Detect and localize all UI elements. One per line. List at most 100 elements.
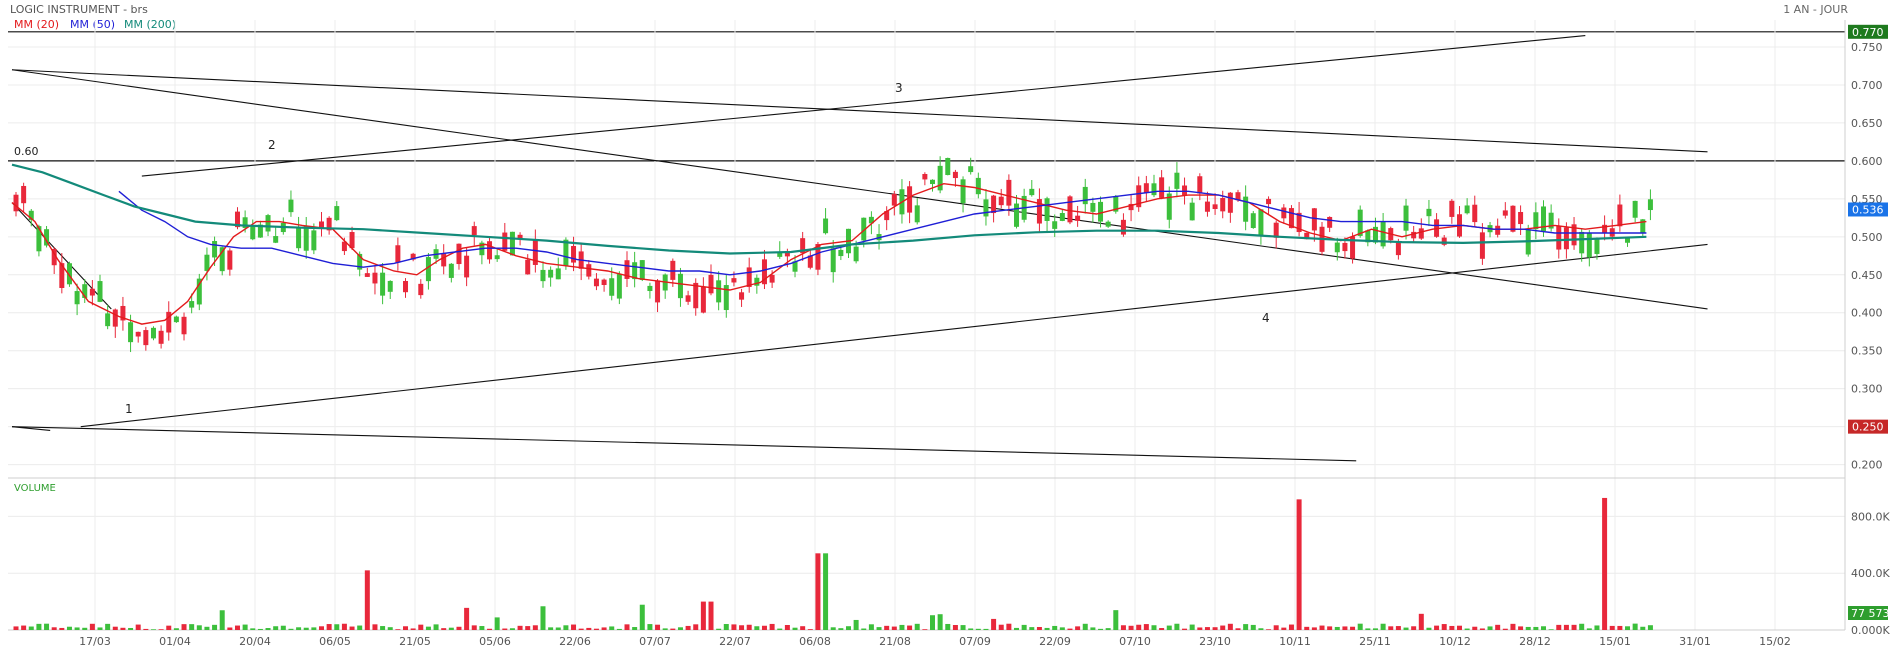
candle-body <box>242 217 248 229</box>
candle-body <box>1281 207 1287 219</box>
volume-bar <box>1288 624 1294 630</box>
candle-body <box>800 238 806 254</box>
badge-high-label: 0.770 <box>1852 26 1884 39</box>
volume-bar <box>845 626 851 630</box>
volume-bar <box>739 625 745 630</box>
candle-body <box>1258 209 1264 236</box>
candle-body <box>517 234 523 239</box>
volume-bar <box>807 629 813 630</box>
volume-bar <box>1586 628 1592 630</box>
candle-body <box>700 286 706 313</box>
candle-body <box>907 186 913 213</box>
candle-body <box>166 311 172 333</box>
volume-bar <box>1625 626 1631 630</box>
trendline-channel-up <box>141 35 1586 177</box>
volume-bar <box>1319 625 1325 630</box>
candle-body <box>739 292 745 300</box>
candle-body <box>1220 198 1226 212</box>
candle-body <box>448 263 454 278</box>
period-label[interactable]: 1 AN - JOUR <box>1783 3 1848 16</box>
candle-body <box>891 193 897 206</box>
candle-body <box>1197 176 1203 194</box>
volume-bar <box>387 627 393 630</box>
volume-bar <box>1113 610 1119 630</box>
candle-body <box>593 278 599 287</box>
volume-bar <box>448 627 454 630</box>
candle-body <box>723 285 729 311</box>
volume-bar <box>1266 629 1272 630</box>
price-tick-label: 0.350 <box>1851 345 1883 358</box>
candle-body <box>204 254 210 271</box>
candle-body <box>1014 203 1020 227</box>
volume-bar <box>1334 626 1340 630</box>
candle-body <box>1082 186 1088 205</box>
candle-body <box>960 179 966 204</box>
date-tick-label: 07/10 <box>1119 635 1151 648</box>
candle-body <box>265 215 271 232</box>
volume-bar <box>1571 624 1577 630</box>
candle-body <box>1204 201 1210 212</box>
candle-body <box>143 330 149 346</box>
volume-bar <box>13 626 19 630</box>
candle-body <box>998 196 1004 206</box>
candle-body <box>1541 206 1546 231</box>
volume-bar <box>677 627 683 630</box>
candle-body <box>1311 208 1317 231</box>
trendline-support-up-1 <box>80 243 1708 428</box>
volume-bar <box>1036 626 1042 630</box>
candle-body <box>823 218 829 234</box>
volume-bar <box>1273 625 1279 630</box>
volume-bar <box>960 625 966 630</box>
volume-bar <box>1120 625 1126 630</box>
volume-bar <box>616 628 622 630</box>
volume-bar <box>150 629 156 630</box>
candle-body <box>120 305 126 321</box>
volume-bar <box>212 624 218 630</box>
candle-body <box>532 239 538 265</box>
candles <box>13 156 1653 353</box>
candle-body <box>1479 232 1485 259</box>
candle-body <box>754 277 760 286</box>
candle-body <box>1052 221 1058 229</box>
candle-body <box>1250 213 1256 228</box>
hline-label: 0.60 <box>14 145 39 158</box>
candle-body <box>1143 183 1149 193</box>
candle-body <box>1075 215 1081 221</box>
volume-bar <box>655 624 661 630</box>
candle-body <box>1029 188 1035 196</box>
badge-low: 0.250 <box>1848 419 1888 434</box>
volume-bar <box>1174 623 1180 630</box>
volume-bar <box>1518 626 1524 630</box>
volume-bar <box>341 623 347 630</box>
candle-body <box>655 280 661 303</box>
volume-bar <box>1434 625 1440 630</box>
volume-bar <box>1098 628 1104 630</box>
volume-bar <box>930 615 935 630</box>
volume-bar <box>1227 623 1233 630</box>
volume-bar <box>1403 627 1409 630</box>
volume-bar <box>1151 625 1157 630</box>
date-tick-label: 22/06 <box>559 635 591 648</box>
volume-bar <box>1052 625 1058 630</box>
volume-bar <box>464 607 470 630</box>
candle-body <box>349 232 355 249</box>
candle-body <box>1357 209 1363 236</box>
candle-body <box>937 165 943 191</box>
candle-body <box>777 252 783 257</box>
volume-bar <box>502 628 508 630</box>
candle-body <box>1472 204 1478 223</box>
volume-bar <box>273 626 279 630</box>
candle-body <box>74 291 80 305</box>
badge-last-bg <box>1848 202 1888 217</box>
volume-bar <box>1014 627 1020 630</box>
candle-body <box>502 232 508 251</box>
candle-body <box>380 272 386 296</box>
candle-body <box>1510 205 1516 232</box>
candle-body <box>44 229 50 246</box>
date-tick-label: 07/09 <box>959 635 991 648</box>
volume-bar <box>357 625 363 630</box>
volume-bar <box>112 626 118 630</box>
volume-bar <box>632 627 638 630</box>
candle-body <box>150 327 156 339</box>
volume-bar <box>120 627 126 630</box>
